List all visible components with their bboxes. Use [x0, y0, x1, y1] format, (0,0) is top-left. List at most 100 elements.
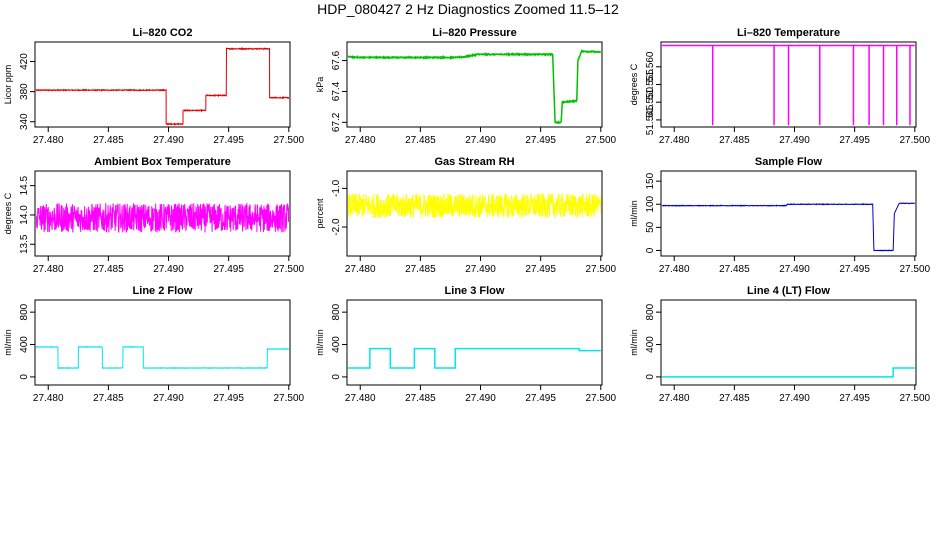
y-tick-label: 0 — [331, 374, 342, 380]
x-tick-label: 27.480 — [659, 393, 690, 404]
data-series-line — [348, 347, 601, 369]
panel-title: Ambient Box Temperature — [94, 156, 231, 168]
panel-title: Sample Flow — [755, 156, 823, 168]
x-tick-label: 27.485 — [93, 135, 124, 146]
y-tick-label: 51.560 — [645, 51, 656, 82]
plot-frame — [346, 170, 603, 257]
y-tick-label: 800 — [645, 303, 656, 320]
y-tick-label: 800 — [331, 303, 342, 320]
x-tick-label: 27.480 — [33, 264, 64, 275]
x-tick-label: 27.485 — [719, 135, 750, 146]
y-tick-label: 380 — [19, 83, 30, 100]
data-series-line — [36, 345, 289, 370]
x-tick-label: 27.500 — [586, 135, 617, 146]
x-tick-label: 27.500 — [586, 264, 617, 275]
x-tick-label: 27.500 — [586, 393, 617, 404]
x-tick-label: 27.490 — [779, 264, 810, 275]
plot-frame — [660, 170, 917, 257]
x-tick-label: 27.485 — [719, 264, 750, 275]
panel-title: Line 2 Flow — [133, 285, 193, 297]
y-tick-label: 0 — [645, 247, 656, 253]
x-tick-label: 27.480 — [659, 264, 690, 275]
x-tick-label: 27.485 — [719, 393, 750, 404]
panel-title: Li–820 Temperature — [737, 27, 840, 39]
panel-title: Li–820 CO2 — [133, 27, 193, 39]
y-axis-label: kPa — [315, 77, 325, 93]
chart-panel: Ambient Box Temperature 27.480 27.485 27.49… — [3, 156, 305, 275]
y-tick-label: -1.0 — [331, 179, 342, 197]
y-tick-label: 67.4 — [331, 81, 342, 101]
y-axis-label: degrees C — [629, 63, 639, 105]
x-tick-label: 27.500 — [274, 264, 305, 275]
x-tick-label: 27.495 — [839, 393, 870, 404]
x-tick-label: 27.490 — [153, 393, 184, 404]
panel-grid: Li–820 CO2 27.480 27.485 27.490 27.495 27.500… — [3, 27, 931, 404]
x-tick-label: 27.480 — [345, 393, 376, 404]
chart-panel: Line 4 (LT) Flow 27.480 27.485 27.490 27.495… — [629, 285, 931, 404]
x-tick-label: 27.500 — [900, 264, 931, 275]
y-tick-label: 400 — [645, 336, 656, 353]
panel-title: Line 4 (LT) Flow — [747, 285, 830, 297]
chart-panel: Gas Stream RH 27.480 27.485 27.490 27.495 27.… — [315, 156, 617, 275]
x-tick-label: 27.490 — [465, 393, 496, 404]
x-tick-label: 27.490 — [779, 135, 810, 146]
y-axis-label: ml/min — [629, 329, 639, 356]
y-tick-label: 14.5 — [19, 175, 30, 195]
data-series-line — [662, 202, 915, 252]
x-tick-label: 27.480 — [33, 135, 64, 146]
y-tick-label: 67.6 — [331, 50, 342, 70]
y-axis-label: Licor ppm — [3, 65, 13, 105]
plot-frame — [34, 170, 291, 257]
x-tick-label: 27.495 — [839, 135, 870, 146]
x-tick-label: 27.495 — [525, 393, 556, 404]
y-tick-label: 0 — [645, 374, 656, 380]
y-tick-label: 67.2 — [331, 112, 342, 132]
y-tick-label: 14.0 — [19, 205, 30, 225]
data-series-line — [36, 202, 289, 233]
x-tick-label: 27.485 — [405, 135, 436, 146]
x-tick-label: 27.490 — [153, 264, 184, 275]
y-tick-label: 800 — [19, 303, 30, 320]
data-series-line — [36, 46, 289, 126]
panel-title: Li–820 Pressure — [432, 27, 516, 39]
y-tick-label: 51.550 — [645, 86, 656, 117]
chart-panel: Li–820 Temperature 27.480 27.485 27.490 27.4… — [629, 27, 931, 146]
y-tick-label: 13.5 — [19, 234, 30, 254]
chart-panel: Line 3 Flow 27.480 27.485 27.490 27.495 27.50… — [315, 285, 617, 404]
plot-frame — [346, 41, 603, 128]
y-axis-label: ml/min — [315, 329, 325, 356]
x-tick-label: 27.485 — [93, 393, 124, 404]
data-series-line — [662, 367, 915, 378]
x-tick-label: 27.500 — [900, 135, 931, 146]
x-tick-label: 27.490 — [465, 135, 496, 146]
y-tick-label: 150 — [645, 172, 656, 189]
y-tick-label: 420 — [19, 53, 30, 70]
data-series-line — [348, 192, 601, 219]
y-tick-label: 51.545 — [645, 104, 656, 135]
panel-title: Line 3 Flow — [445, 285, 505, 297]
x-tick-label: 27.495 — [213, 135, 244, 146]
x-tick-label: 27.480 — [659, 135, 690, 146]
x-tick-label: 27.490 — [153, 135, 184, 146]
x-tick-label: 27.480 — [33, 393, 64, 404]
x-tick-label: 27.490 — [779, 393, 810, 404]
x-tick-label: 27.500 — [274, 393, 305, 404]
x-tick-label: 27.495 — [213, 393, 244, 404]
x-tick-label: 27.495 — [213, 264, 244, 275]
y-tick-label: 51.555 — [645, 69, 656, 100]
x-tick-label: 27.480 — [345, 135, 376, 146]
plot-frame — [34, 299, 291, 386]
x-tick-label: 27.495 — [525, 264, 556, 275]
x-tick-label: 27.485 — [93, 264, 124, 275]
plot-frame — [346, 299, 603, 386]
figure-title: HDP_080427 2 Hz Diagnostics Zoomed 11.5–… — [317, 1, 619, 17]
y-axis-label: ml/min — [3, 329, 13, 356]
y-tick-label: 340 — [19, 113, 30, 130]
y-tick-label: 100 — [645, 195, 656, 212]
plot-frame — [660, 299, 917, 386]
y-axis-label: ml/min — [629, 200, 639, 227]
y-tick-label: 50 — [645, 221, 656, 233]
y-axis-label: percent — [315, 198, 325, 229]
y-tick-label: 400 — [19, 336, 30, 353]
